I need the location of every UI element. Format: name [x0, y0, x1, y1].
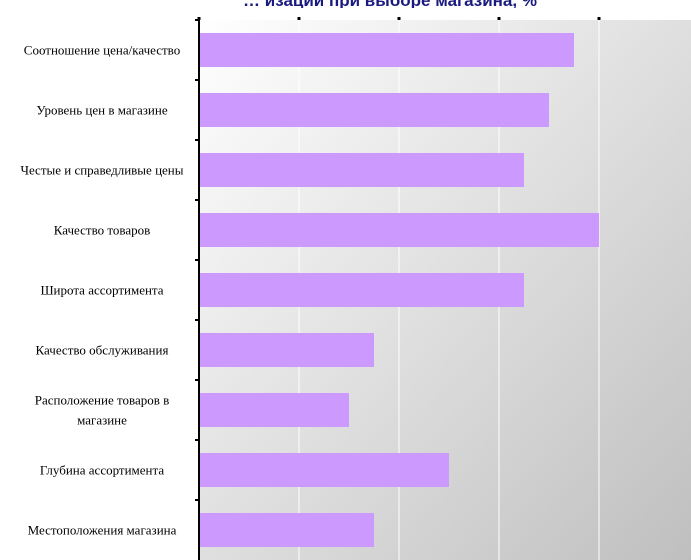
bar: [199, 213, 599, 247]
category-label: Широта ассортимента: [40, 283, 163, 298]
category-label: Качество обслуживания: [36, 343, 169, 358]
x-tick-mark: [597, 17, 601, 20]
x-tick-mark: [297, 17, 301, 20]
bar: [199, 153, 524, 187]
x-tick-mark: [497, 17, 501, 20]
bar: [199, 513, 374, 547]
bar: [199, 93, 549, 127]
category-label: Уровень цен в магазине: [36, 103, 167, 118]
bar: [199, 273, 524, 307]
category-label: Глубина ассортимента: [40, 463, 164, 478]
category-label: Соотношение цена/качество: [24, 43, 180, 58]
bar: [199, 33, 574, 67]
category-label: Расположение товаров в магазине: [35, 393, 170, 428]
x-tick-mark: [397, 17, 401, 20]
bar: [199, 453, 449, 487]
category-label: Местоположения магазина: [28, 523, 177, 538]
chart-title: … изации при выборе магазина, %: [243, 0, 537, 10]
category-label: Качество товаров: [54, 223, 151, 238]
bar: [199, 393, 349, 427]
category-label: Честые и справедливые цены: [21, 163, 184, 178]
x-tick-mark: [197, 17, 201, 20]
bar: [199, 333, 374, 367]
